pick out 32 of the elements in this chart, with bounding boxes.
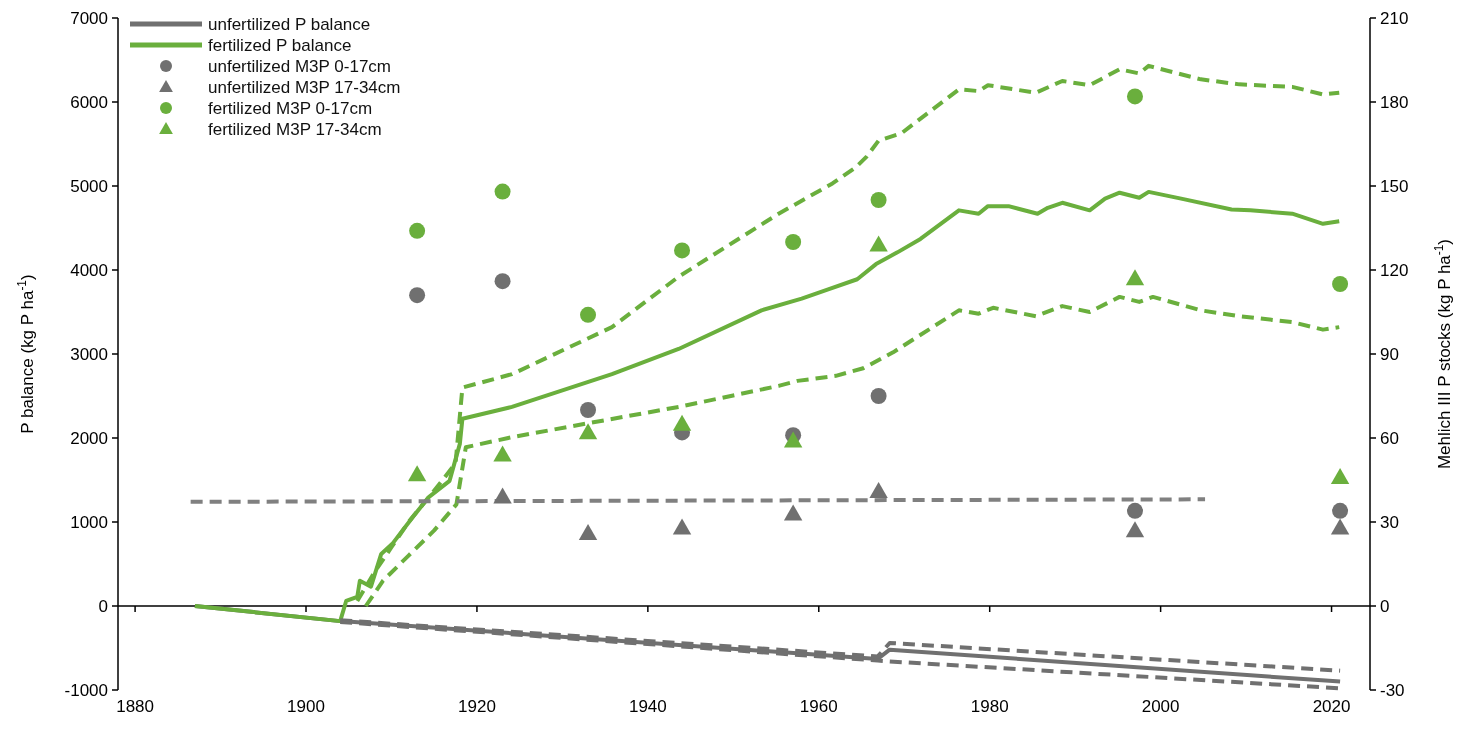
y-tick-label: 2000 (70, 428, 108, 448)
y2-tick-label: 60 (1380, 428, 1399, 448)
y2-tick-label: 180 (1380, 92, 1409, 112)
y2-tick-label: 30 (1380, 512, 1399, 532)
y-tick-label: 6000 (70, 92, 108, 112)
y-tick-label: 5000 (70, 176, 108, 196)
y-tick-label: 7000 (70, 8, 108, 28)
y-tick-label: 1000 (70, 512, 108, 532)
y2-tick-label: -30 (1380, 680, 1405, 700)
x-tick-label: 1940 (628, 697, 667, 716)
y-tick-label: -1000 (64, 680, 108, 700)
y2-tick-label: 120 (1380, 260, 1409, 280)
y-tick-label: 4000 (70, 260, 108, 280)
x-tick-label: 1880 (116, 697, 155, 716)
legend-label: unfertilized M3P 0-17cm (208, 56, 391, 76)
x-tick-label: 1920 (458, 697, 496, 716)
legend-label: unfertilized P balance (208, 14, 371, 34)
y-tick-label: 3000 (70, 344, 108, 364)
x-tick-label: 1980 (970, 697, 1009, 716)
y2-tick-label: 150 (1380, 176, 1409, 196)
y-tick-label: 0 (98, 596, 108, 616)
x-tick-label: 2000 (1141, 697, 1180, 716)
y2-tick-label: 90 (1380, 344, 1399, 364)
legend-label: fertilized M3P 17-34cm (208, 119, 382, 139)
legend-label: unfertilized M3P 17-34cm (208, 77, 401, 97)
x-tick-label: 2020 (1312, 697, 1351, 716)
legend-label: fertilized P balance (208, 35, 352, 55)
x-tick-label: 1960 (799, 697, 838, 716)
x-tick-label: 1900 (287, 697, 325, 716)
y2-tick-label: 0 (1380, 596, 1390, 616)
y2-tick-label: 210 (1380, 8, 1409, 28)
legend-label: fertilized M3P 0-17cm (208, 98, 373, 118)
